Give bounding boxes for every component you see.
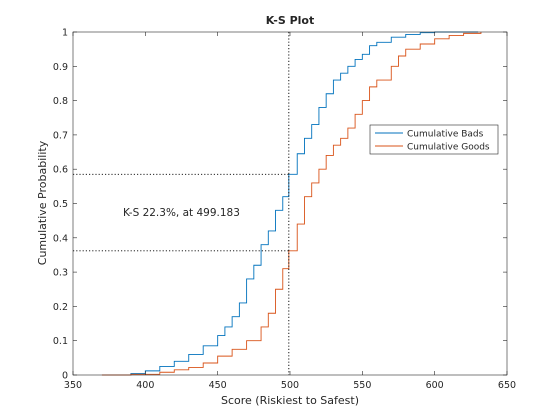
y-tick-label: 0.4 (53, 233, 68, 244)
x-axis-ticks: 350 400 450 500 550 600 650 (64, 32, 516, 391)
y-tick-label: 0.5 (53, 199, 68, 210)
y-tick-label: 0.6 (53, 165, 68, 176)
x-axis-label: Score (Riskiest to Safest) (221, 394, 359, 407)
x-tick-label: 550 (353, 380, 371, 391)
legend-label-goods: Cumulative Goods (407, 143, 490, 153)
series-line-goods (101, 32, 482, 376)
y-axis-label: Cumulative Probability (36, 140, 49, 265)
x-tick-label: 350 (64, 380, 82, 391)
y-tick-label: 0 (62, 371, 68, 382)
series-line-bads (109, 31, 479, 376)
y-tick-label: 0.2 (53, 302, 68, 313)
y-tick-label: 0.3 (53, 268, 68, 279)
x-tick-label: 450 (209, 380, 227, 391)
chart-title: K-S Plot (266, 14, 315, 27)
ks-guides (73, 32, 290, 375)
y-tick-label: 0.1 (53, 336, 68, 347)
y-tick-label: 0.9 (53, 62, 68, 73)
legend: Cumulative Bads Cumulative Goods (369, 124, 499, 155)
legend-label-bads: Cumulative Bads (407, 130, 484, 140)
y-tick-label: 0.7 (53, 130, 68, 141)
y-axis-ticks: 0 0.1 0.2 0.3 0.4 0.5 0.6 0.7 0.8 0.9 1 (53, 28, 507, 382)
x-tick-label: 400 (136, 380, 154, 391)
y-tick-label: 1 (62, 28, 68, 39)
series-layer (101, 31, 482, 376)
plot-area (73, 32, 507, 375)
legend-box (369, 124, 499, 155)
ks-annotation: K-S 22.3%, at 499.183 (123, 207, 240, 219)
x-tick-label: 600 (426, 380, 444, 391)
y-tick-label: 0.8 (53, 96, 68, 107)
x-tick-label: 500 (281, 380, 299, 391)
x-tick-label: 650 (498, 380, 516, 391)
